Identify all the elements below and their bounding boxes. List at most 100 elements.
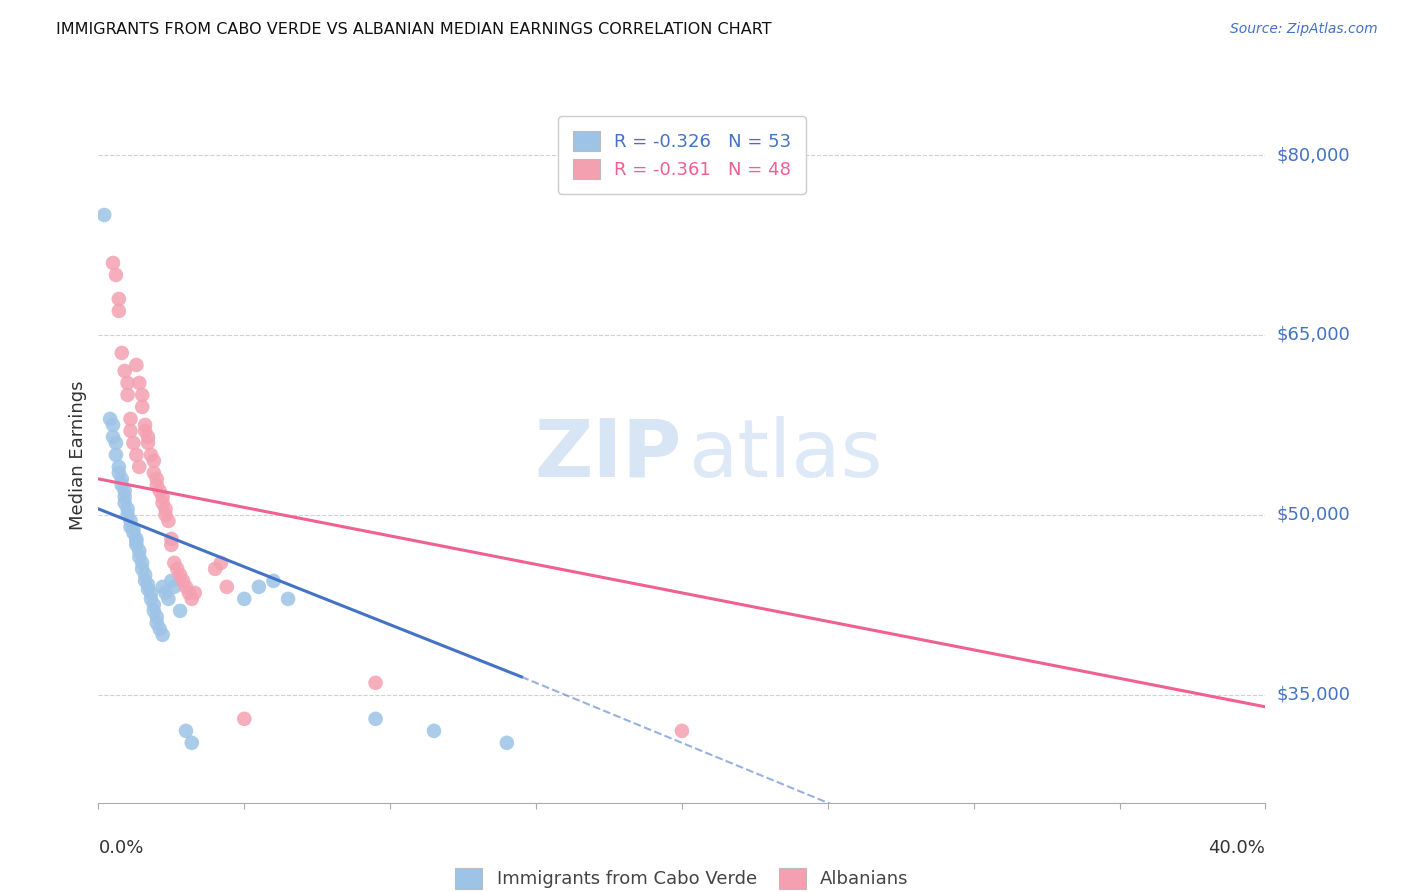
Point: [139, 448, 162, 462]
Point: [114, 483, 136, 498]
Point: [155, 508, 177, 522]
Point: [128, 544, 150, 558]
Text: $80,000: $80,000: [1277, 146, 1350, 164]
Point: [152, 580, 174, 594]
Point: [139, 586, 162, 600]
Point: [122, 522, 145, 536]
Point: [136, 430, 159, 444]
Point: [146, 615, 169, 630]
Point: [101, 417, 124, 432]
Point: [104, 436, 127, 450]
Point: [117, 388, 139, 402]
Point: [117, 508, 139, 522]
Point: [120, 412, 142, 426]
Point: [117, 502, 139, 516]
Point: [364, 712, 387, 726]
Point: [169, 604, 191, 618]
Point: [104, 268, 127, 282]
Point: [101, 256, 124, 270]
Point: [160, 532, 183, 546]
Point: [155, 502, 177, 516]
Point: [108, 292, 131, 306]
Point: [247, 580, 270, 594]
Point: [139, 591, 162, 606]
Point: [111, 472, 134, 486]
Point: [495, 736, 517, 750]
Point: [131, 388, 153, 402]
Point: [163, 580, 186, 594]
Point: [111, 346, 134, 360]
Point: [117, 376, 139, 390]
Point: [104, 448, 127, 462]
Point: [114, 490, 136, 504]
Text: $50,000: $50,000: [1277, 506, 1350, 524]
Point: [215, 580, 238, 594]
Point: [108, 466, 131, 480]
Point: [128, 459, 150, 474]
Point: [125, 532, 148, 546]
Point: [152, 490, 174, 504]
Point: [204, 562, 226, 576]
Point: [122, 436, 145, 450]
Point: [142, 454, 165, 468]
Point: [101, 430, 124, 444]
Point: [98, 412, 121, 426]
Point: [136, 436, 159, 450]
Text: 0.0%: 0.0%: [98, 838, 143, 857]
Point: [209, 556, 232, 570]
Point: [131, 400, 153, 414]
Point: [180, 591, 202, 606]
Point: [136, 577, 159, 591]
Point: [149, 622, 172, 636]
Point: [262, 574, 284, 588]
Text: $35,000: $35,000: [1277, 686, 1351, 704]
Point: [120, 424, 142, 438]
Point: [93, 208, 115, 222]
Text: atlas: atlas: [688, 416, 882, 494]
Point: [108, 459, 131, 474]
Point: [233, 712, 256, 726]
Point: [142, 466, 165, 480]
Point: [131, 562, 153, 576]
Point: [364, 676, 387, 690]
Point: [169, 567, 191, 582]
Point: [157, 591, 180, 606]
Point: [160, 574, 183, 588]
Point: [152, 496, 174, 510]
Point: [172, 574, 194, 588]
Point: [108, 304, 131, 318]
Point: [149, 483, 172, 498]
Text: 40.0%: 40.0%: [1209, 838, 1265, 857]
Point: [125, 358, 148, 372]
Point: [155, 586, 177, 600]
Point: [125, 538, 148, 552]
Text: IMMIGRANTS FROM CABO VERDE VS ALBANIAN MEDIAN EARNINGS CORRELATION CHART: IMMIGRANTS FROM CABO VERDE VS ALBANIAN M…: [56, 22, 772, 37]
Point: [114, 364, 136, 378]
Point: [134, 424, 156, 438]
Point: [134, 567, 156, 582]
Point: [163, 556, 186, 570]
Text: ZIP: ZIP: [534, 416, 682, 494]
Point: [671, 723, 693, 738]
Point: [125, 448, 148, 462]
Point: [136, 582, 159, 597]
Point: [120, 520, 142, 534]
Text: Source: ZipAtlas.com: Source: ZipAtlas.com: [1230, 22, 1378, 37]
Point: [128, 549, 150, 564]
Point: [122, 525, 145, 540]
Text: $65,000: $65,000: [1277, 326, 1350, 344]
Y-axis label: Median Earnings: Median Earnings: [69, 380, 87, 530]
Point: [180, 736, 202, 750]
Point: [134, 417, 156, 432]
Point: [233, 591, 256, 606]
Point: [183, 586, 205, 600]
Point: [166, 562, 188, 576]
Point: [177, 586, 200, 600]
Point: [128, 376, 150, 390]
Point: [142, 604, 165, 618]
Point: [114, 496, 136, 510]
Point: [134, 574, 156, 588]
Point: [152, 628, 174, 642]
Point: [120, 514, 142, 528]
Point: [146, 610, 169, 624]
